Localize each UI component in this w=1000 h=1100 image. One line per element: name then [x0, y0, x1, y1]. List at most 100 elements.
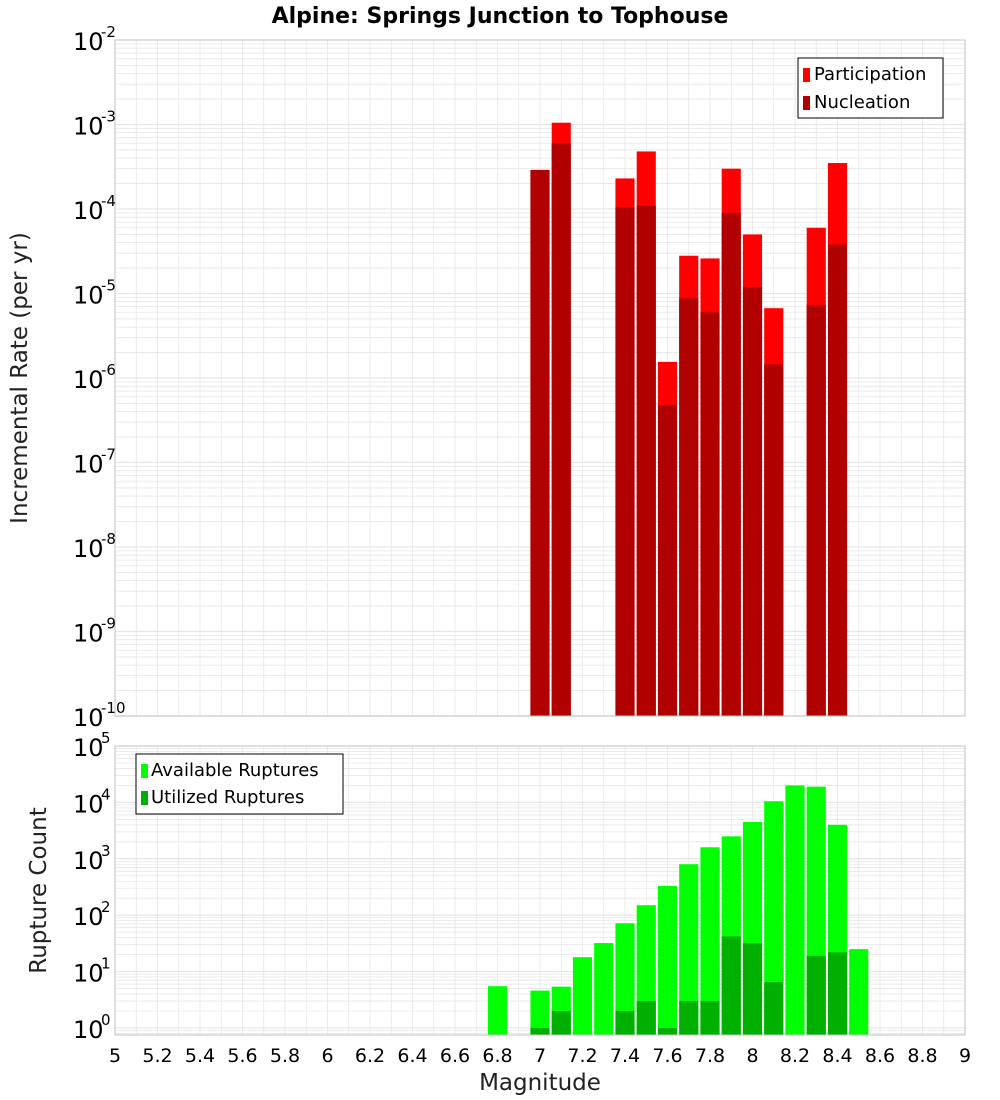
legend-entry: Participation — [814, 64, 926, 85]
x-tick-label: 7 — [534, 1045, 546, 1067]
y-tick-base: 10 — [73, 113, 104, 141]
available-ruptures-bar — [615, 923, 635, 1035]
y-tick-exponent: -4 — [101, 192, 116, 210]
utilized-ruptures-bar — [827, 952, 848, 1035]
y-tick-base: 10 — [73, 790, 104, 818]
nucleation-bar — [530, 169, 550, 716]
count-plot-frame — [114, 745, 966, 1036]
rate-plot-frame — [114, 39, 966, 717]
legend-entry: Available Ruptures — [151, 760, 319, 781]
y-tick-base: 10 — [73, 704, 104, 732]
x-tick-label: 7.2 — [567, 1045, 597, 1067]
y-tick-exponent: 3 — [101, 842, 111, 860]
y-tick-label: 10-4 — [73, 192, 116, 225]
y-tick-exponent: 5 — [101, 729, 111, 747]
nucleation-bar — [827, 244, 848, 716]
x-tick-label: 5.8 — [270, 1045, 300, 1067]
y-tick-exponent: 4 — [101, 785, 111, 803]
y-tick-base: 10 — [73, 903, 104, 931]
y-tick-exponent: 1 — [101, 955, 111, 973]
x-tick-label: 6.8 — [482, 1045, 512, 1067]
y-tick-label: 10-2 — [73, 23, 116, 56]
y-tick-base: 10 — [73, 197, 104, 225]
nucleation-bar — [679, 298, 699, 716]
y-tick-exponent: -6 — [101, 361, 116, 379]
utilized-ruptures-bar — [530, 1027, 550, 1035]
utilized-ruptures-bar — [764, 982, 784, 1035]
available-ruptures-bar — [785, 785, 805, 1035]
x-tick-label: 8.6 — [865, 1045, 895, 1067]
x-tick-label: 6.6 — [440, 1045, 470, 1067]
utilized-ruptures-bar — [551, 1010, 571, 1035]
y-tick-exponent: -7 — [101, 446, 116, 464]
x-tick-label: 8.4 — [822, 1045, 852, 1067]
x-tick-label: 5.4 — [185, 1045, 215, 1067]
y-tick-label: 100 — [73, 1011, 111, 1044]
x-tick-label: 6 — [321, 1045, 333, 1067]
nucleation-bar — [636, 205, 656, 716]
y-tick-exponent: -5 — [101, 277, 116, 295]
y-tick-label: 104 — [73, 785, 111, 818]
y-tick-base: 10 — [73, 960, 104, 988]
y-tick-label: 103 — [73, 842, 111, 875]
utilized-ruptures-bar — [742, 943, 763, 1035]
y-tick-exponent: 0 — [101, 1011, 111, 1029]
legend-swatch — [803, 68, 810, 82]
x-tick-label: 7.6 — [652, 1045, 682, 1067]
rate-panel: 10-210-310-410-510-610-710-810-910-10 In… — [7, 23, 966, 732]
utilized-ruptures-bar — [721, 936, 741, 1035]
y-tick-label: 10-5 — [73, 277, 116, 310]
x-tick-label: 7.4 — [610, 1045, 640, 1067]
y-tick-base: 10 — [73, 535, 104, 563]
y-tick-label: 10-10 — [73, 699, 126, 732]
nucleation-bar — [551, 143, 571, 716]
x-tick-label: 8.8 — [907, 1045, 937, 1067]
x-tick-label: 9 — [959, 1045, 971, 1067]
y-tick-base: 10 — [73, 734, 104, 762]
available-ruptures-bar — [764, 801, 784, 1035]
utilized-ruptures-bar — [679, 1001, 699, 1035]
rate-bars — [530, 122, 848, 717]
legend-swatch — [803, 96, 810, 110]
y-tick-exponent: -9 — [101, 615, 116, 633]
y-tick-exponent: -2 — [101, 23, 116, 41]
available-ruptures-bar — [700, 847, 720, 1035]
y-tick-exponent: 2 — [101, 898, 111, 916]
legend-entry: Utilized Ruptures — [151, 787, 304, 808]
count-bars — [487, 785, 869, 1035]
legend-box — [797, 57, 944, 119]
available-ruptures-bar — [572, 957, 593, 1035]
y-tick-exponent: -8 — [101, 530, 116, 548]
utilized-ruptures-bar — [636, 1001, 656, 1035]
x-tick-label: 5.6 — [227, 1045, 257, 1067]
y-tick-label: 10-3 — [73, 108, 116, 141]
available-ruptures-bar — [594, 943, 614, 1035]
nucleation-bar — [657, 404, 678, 716]
nucleation-bar — [721, 212, 741, 716]
utilized-ruptures-bar — [615, 1010, 635, 1035]
y-tick-base: 10 — [73, 366, 104, 394]
nucleation-bar — [806, 305, 826, 716]
y-tick-label: 10-9 — [73, 615, 116, 648]
y-tick-label: 10-7 — [73, 446, 116, 479]
y-tick-label: 10-8 — [73, 530, 116, 563]
available-ruptures-bar — [679, 864, 699, 1035]
utilized-ruptures-bar — [806, 955, 826, 1035]
available-ruptures-bar — [530, 990, 550, 1035]
utilized-ruptures-bar — [657, 1027, 678, 1035]
x-tick-label: 8.2 — [780, 1045, 810, 1067]
available-ruptures-bar — [487, 986, 508, 1035]
nucleation-bar — [615, 207, 635, 716]
count-legend: Available Ruptures Utilized Ruptures — [135, 753, 344, 815]
y-tick-base: 10 — [73, 847, 104, 875]
nucleation-bar — [742, 286, 763, 716]
x-axis-label: Magnitude — [479, 1070, 601, 1096]
y-tick-base: 10 — [73, 451, 104, 479]
y-tick-base: 10 — [73, 1016, 104, 1044]
available-ruptures-bar — [849, 949, 869, 1035]
y-tick-label: 10-6 — [73, 361, 116, 394]
nucleation-bar — [764, 364, 784, 716]
rate-y-tick-labels: 10-210-310-410-510-610-710-810-910-10 — [73, 23, 126, 732]
